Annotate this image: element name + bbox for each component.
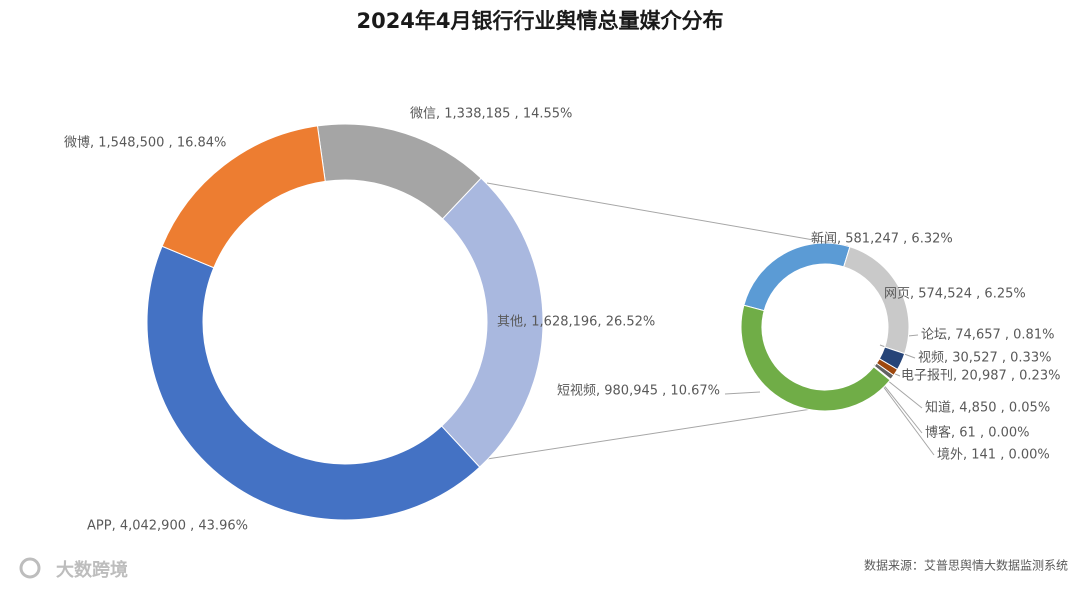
donut-slice [146, 245, 481, 521]
source-note: 数据来源：艾普思舆情大数据监测系统 [864, 558, 1068, 573]
donut-slice [743, 242, 851, 312]
data-label: 新闻, 581,247 , 6.32% [811, 231, 953, 247]
data-label: 其他, 1,628,196, 26.52% [497, 315, 655, 330]
data-label: 视频, 30,527 , 0.33% [918, 351, 1051, 366]
data-label: 电子报刊, 20,987 , 0.23% [901, 369, 1060, 384]
data-label: APP, 4,042,900 , 43.96% [87, 519, 248, 534]
data-label: 微博, 1,548,500 , 16.84% [64, 136, 226, 151]
data-label: 网页, 574,524 , 6.25% [884, 287, 1026, 302]
data-label: 论坛, 74,657 , 0.81% [921, 328, 1054, 343]
data-label: 短视频, 980,945 , 10.67% [557, 384, 720, 399]
data-label: 知道, 4,850 , 0.05% [925, 400, 1050, 416]
logo-text: 大数跨境 [56, 559, 128, 581]
data-label: 境外, 141 , 0.00% [937, 448, 1050, 463]
chart-title: 2024年4月银行行业舆情总量媒介分布 [356, 9, 723, 33]
donut-slice [740, 304, 891, 412]
logo-icon [19, 557, 41, 579]
data-label: 博客, 61 , 0.00% [925, 425, 1030, 441]
data-label: 微信, 1,338,185 , 14.55% [410, 107, 572, 122]
donut-slice [161, 125, 326, 269]
